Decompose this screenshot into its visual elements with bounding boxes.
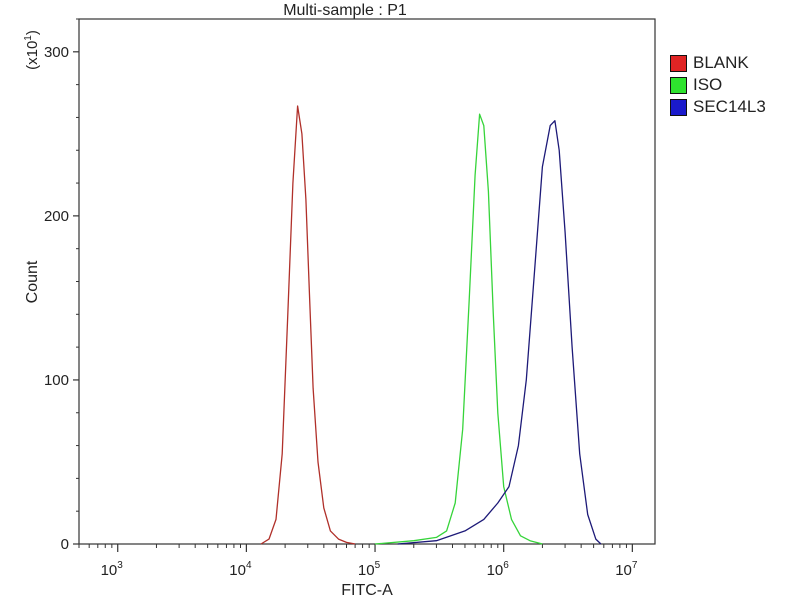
legend-label-sec14l3: SEC14L3 <box>693 97 766 116</box>
series-line-sec14l3 <box>397 120 602 545</box>
series-line-blank <box>260 105 356 545</box>
y-multiplier-base: (x10 <box>24 41 41 70</box>
y-axis-multiplier: (x101) <box>23 30 41 70</box>
y-tick-label-0: 0 <box>61 536 69 553</box>
x-tick-label-4: 107 <box>615 560 638 579</box>
legend-label-blank: BLANK <box>693 53 749 72</box>
x-axis-ticks: 103 104 105 106 107 <box>78 544 638 579</box>
x-tick-exp-0: 3 <box>117 560 123 571</box>
x-tick-base-0: 10 <box>101 562 118 579</box>
x-tick-base-2: 10 <box>358 562 375 579</box>
chart-title: Multi-sample : P1 <box>283 2 407 19</box>
legend-item-blank: BLANK <box>670 52 766 74</box>
x-tick-label-1: 104 <box>229 560 252 579</box>
x-tick-label-0: 103 <box>101 560 124 579</box>
x-tick-base-4: 10 <box>615 562 632 579</box>
x-tick-base-1: 10 <box>229 562 246 579</box>
x-tick-exp-4: 7 <box>632 560 638 571</box>
histogram-series <box>260 105 602 545</box>
legend-swatch-iso <box>670 76 687 94</box>
y-multiplier-close: ) <box>24 30 41 35</box>
y-axis-label: Count <box>24 260 41 303</box>
legend-item-sec14l3: SEC14L3 <box>670 96 766 118</box>
legend-label-iso: ISO <box>693 75 723 94</box>
x-tick-exp-1: 4 <box>246 560 252 571</box>
x-tick-base-3: 10 <box>487 562 504 579</box>
legend-item-iso: ISO <box>670 74 766 96</box>
legend-swatch-blank <box>670 54 687 72</box>
y-tick-label-1: 100 <box>44 372 69 389</box>
legend: BLANK ISO SEC14L3 <box>670 52 766 118</box>
x-axis-label: FITC-A <box>341 582 393 599</box>
x-tick-exp-3: 6 <box>503 560 509 571</box>
y-multiplier-exp: 1 <box>23 35 34 41</box>
y-tick-label-2: 200 <box>44 208 69 225</box>
x-tick-label-3: 106 <box>487 560 510 579</box>
x-tick-exp-2: 5 <box>375 560 381 571</box>
legend-swatch-sec14l3 <box>670 98 687 116</box>
series-line-iso <box>374 113 543 545</box>
y-tick-label-3: 300 <box>44 44 69 61</box>
y-axis-ticks: 0 100 200 300 <box>44 18 79 553</box>
x-tick-label-2: 105 <box>358 560 381 579</box>
